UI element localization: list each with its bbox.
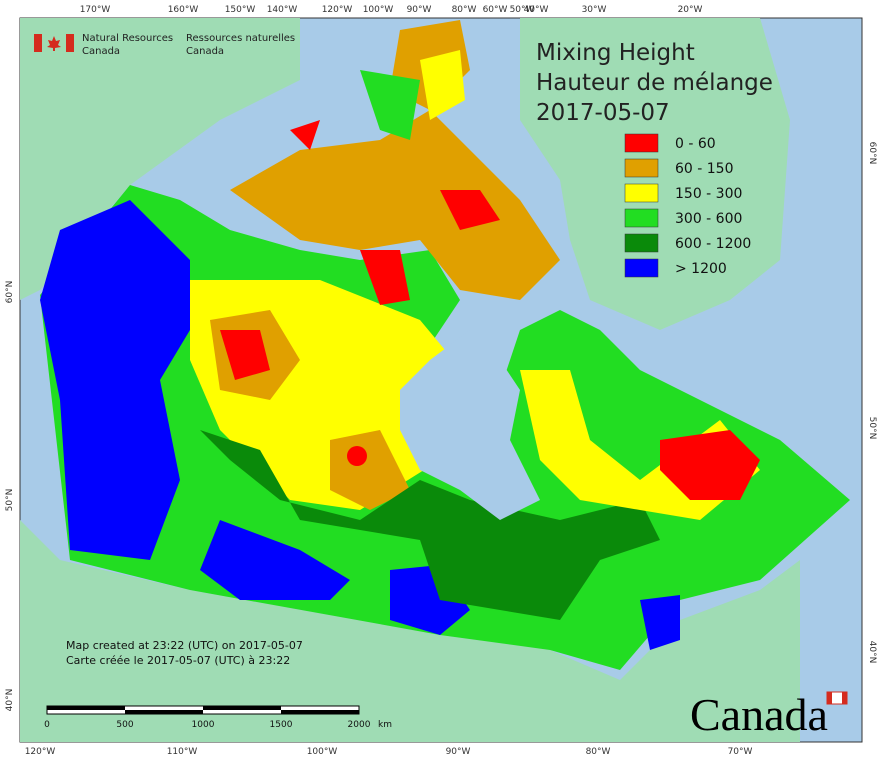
- header: Natural Resources Canada Ressources natu…: [34, 33, 295, 57]
- note: Carte créée le 2017-05-07 (UTC) à 23:22: [66, 654, 290, 667]
- legend-swatch: [624, 158, 659, 178]
- title: Mixing Height: [536, 40, 695, 66]
- legend-label: 0 - 60: [675, 136, 716, 152]
- lat-label: 60°N: [867, 142, 877, 165]
- zone-red-arctic: [440, 190, 500, 230]
- maple-leaf: [47, 36, 61, 51]
- lon-label: 170°W: [80, 5, 111, 15]
- scale-label: 2000: [348, 720, 371, 730]
- lon-label: 90°W: [446, 747, 471, 757]
- zone-red-arctic-3: [290, 120, 320, 150]
- scale-unit: km: [378, 720, 392, 730]
- scale-segment: [47, 706, 125, 710]
- legend-swatch: [624, 208, 659, 228]
- flag-bar: [66, 34, 74, 52]
- lon-label: 20°W: [678, 5, 703, 15]
- ellesmere-yellow: [420, 50, 465, 120]
- lat-label: 50°N: [5, 489, 15, 512]
- lon-label: 120°W: [25, 747, 56, 757]
- scale-segment: [125, 710, 203, 714]
- lat-label: 60°N: [5, 281, 15, 304]
- arctic-islands: [230, 110, 560, 300]
- header-text: Natural Resources: [82, 33, 173, 44]
- legend-label: 600 - 1200: [675, 236, 751, 252]
- note: Map created at 23:22 (UTC) on 2017-05-07: [66, 639, 303, 652]
- lon-label: 50°W: [510, 5, 535, 15]
- lat-label: 50°N: [867, 417, 877, 440]
- graticule-labels: 170°W 160°W 150°W 140°W 120°W 100°W 90°W…: [5, 5, 877, 757]
- scale-segment: [203, 706, 281, 710]
- lon-label: 70°W: [728, 747, 753, 757]
- usa: [20, 520, 800, 742]
- wordmark-flag-bar: [842, 692, 847, 704]
- zone-red: [220, 330, 270, 380]
- lon-label: 160°W: [168, 5, 199, 15]
- legend-label: 300 - 600: [675, 211, 742, 227]
- island-green: [360, 70, 420, 140]
- title: Hauteur de mélange: [536, 70, 773, 96]
- legend: 0 - 60 60 - 150 150 - 300 300 - 600 600 - 12…: [624, 133, 751, 278]
- zone-blue-east: [640, 595, 680, 650]
- legend-swatch: [624, 133, 659, 153]
- legend-swatch: [624, 258, 659, 278]
- zone-red-2: [347, 446, 367, 466]
- scale-label: 0: [44, 720, 50, 730]
- legend-label: 150 - 300: [675, 186, 742, 202]
- wordmark-flag-bar: [827, 692, 832, 704]
- lat-label: 40°N: [5, 689, 15, 712]
- lon-label: 150°W: [225, 5, 256, 15]
- lon-label: 100°W: [363, 5, 394, 15]
- header-text: Canada: [186, 46, 224, 57]
- lon-label: 110°W: [167, 747, 198, 757]
- lon-label: 60°W: [483, 5, 508, 15]
- scale-label: 500: [116, 720, 133, 730]
- legend-swatch: [624, 233, 659, 253]
- zone-blue-west: [40, 200, 190, 560]
- zone-dark-green: [200, 430, 660, 620]
- wordmark: Canada: [690, 689, 848, 740]
- lon-label: 80°W: [586, 747, 611, 757]
- lon-label: 100°W: [307, 747, 338, 757]
- scale-segment: [281, 710, 359, 714]
- legend-swatch: [624, 183, 659, 203]
- zone-blue-prairie: [200, 520, 350, 600]
- lon-label: 90°W: [407, 5, 432, 15]
- scale-label: 1500: [270, 720, 293, 730]
- hudson-bay: [400, 330, 540, 520]
- lon-label: 40°W: [524, 5, 549, 15]
- legend-label: 60 - 150: [675, 161, 734, 177]
- lon-label: 140°W: [267, 5, 298, 15]
- lon-label: 30°W: [582, 5, 607, 15]
- title: 2017-05-07: [536, 100, 670, 126]
- zone-red-quebec: [660, 430, 760, 500]
- map-frame: [19, 17, 863, 743]
- lon-label: 120°W: [322, 5, 353, 15]
- header-text: Canada: [82, 46, 120, 57]
- header-text: Ressources naturelles: [186, 33, 295, 44]
- wordmark-text: Canada: [690, 689, 828, 740]
- scale-bar: 0 500 1000 1500 2000 km: [44, 705, 392, 730]
- zone-red-arctic-2: [360, 250, 410, 305]
- lon-label: 80°W: [452, 5, 477, 15]
- lat-label: 40°N: [867, 641, 877, 664]
- legend-label: > 1200: [675, 261, 727, 277]
- flag-bar: [34, 34, 42, 52]
- scale-label: 1000: [192, 720, 215, 730]
